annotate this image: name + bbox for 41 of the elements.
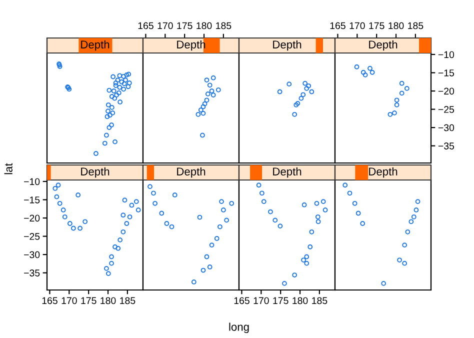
x-tick-label: 170 [62, 297, 77, 304]
chart-title: Depth [273, 40, 302, 51]
x-tick-label: 180 [292, 297, 308, 304]
y-tick-label: −20 [438, 88, 454, 95]
y-tick-label: −10 [24, 178, 40, 186]
x-tick-label: 185 [216, 22, 232, 30]
chart-title: Depth [273, 167, 302, 178]
y-tick-label: −15 [438, 70, 454, 76]
y-tick-label: −25 [438, 106, 454, 113]
x-tick-label: 170 [350, 22, 365, 30]
text: lat [4, 163, 12, 174]
x-tick-label: 170 [158, 22, 173, 30]
x-tick-label: 165 [234, 297, 250, 304]
x-tick-label: 180 [196, 22, 212, 30]
chart-title: Depth [81, 40, 110, 51]
x-tick-label: 180 [388, 22, 404, 30]
y-tick-label: −15 [24, 196, 40, 204]
x-tick-label: 170 [254, 297, 269, 304]
y-tick-label: −10 [438, 51, 454, 58]
chart-title: Depth [81, 167, 110, 178]
y-tick-label: −30 [438, 124, 454, 132]
x-tick-label: 185 [408, 22, 424, 30]
chart-title: Depth [369, 167, 398, 178]
x-tick-label: 165 [138, 22, 154, 30]
y-tick-label: −20 [24, 214, 40, 222]
y-tick-label: −25 [24, 233, 40, 240]
x-tick-label: 185 [312, 297, 328, 304]
x-tick-label: 175 [273, 297, 288, 304]
x-tick-label: 165 [330, 22, 346, 30]
x-tick-label: 175 [369, 22, 384, 30]
x-tick-label: 175 [81, 297, 96, 304]
x-tick-label: 185 [120, 297, 136, 304]
x-tick-label: 165 [42, 297, 58, 304]
chart-title: Depth [369, 40, 398, 51]
x-tick-label: 175 [177, 22, 192, 30]
text: long [229, 322, 249, 334]
chart-title: Depth [177, 167, 206, 178]
x-tick-label: 180 [100, 297, 116, 304]
y-tick-label: −35 [438, 142, 454, 150]
y-tick-label: −30 [24, 251, 40, 258]
y-tick-label: −35 [24, 270, 40, 276]
